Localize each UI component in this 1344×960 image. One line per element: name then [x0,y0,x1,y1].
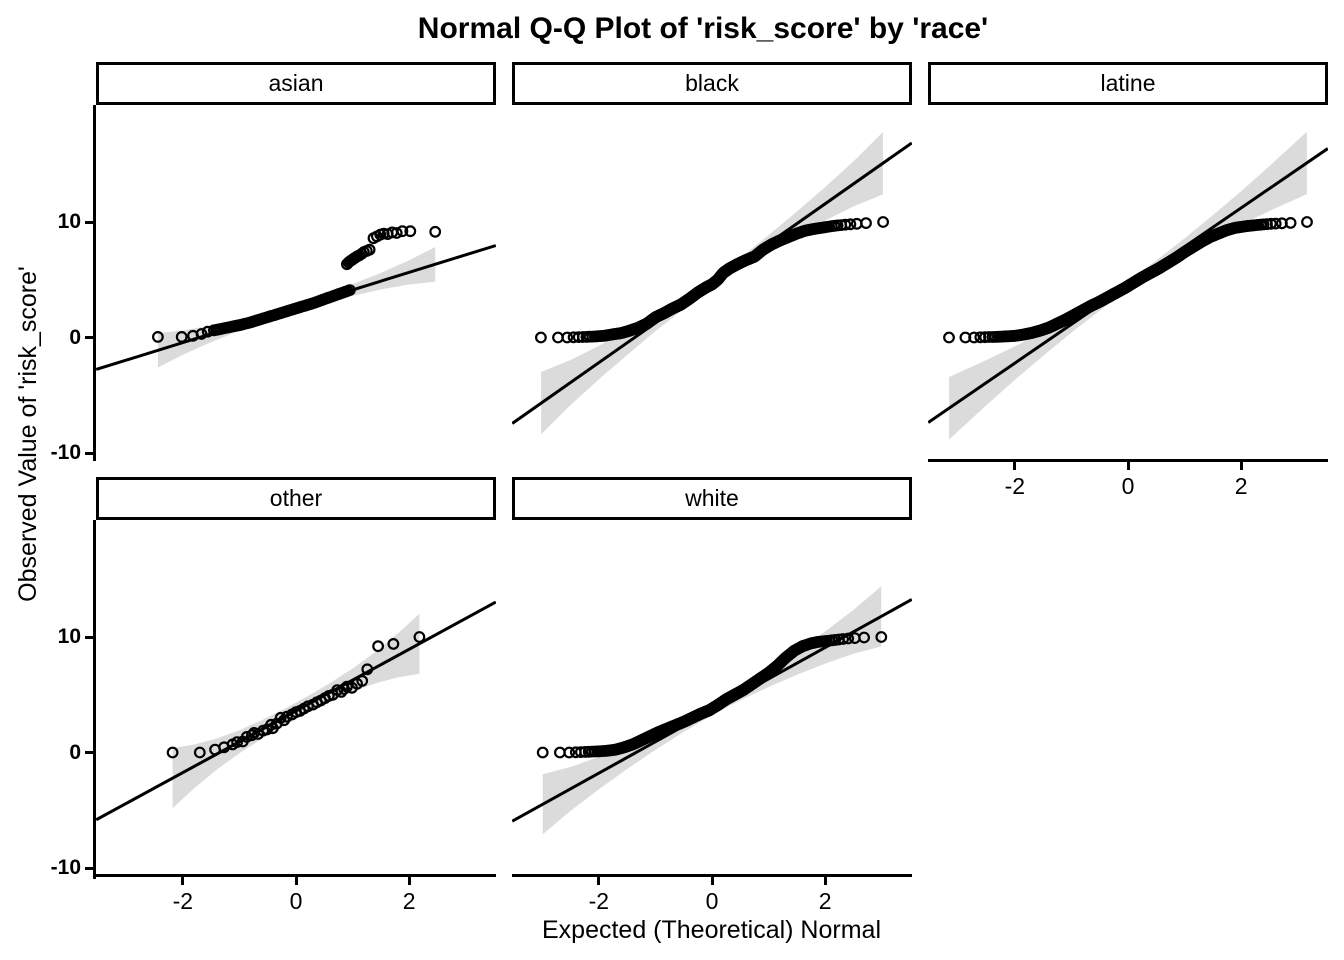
qq-point [968,331,980,344]
qq-point [193,746,206,759]
x-axis-title: Expected (Theoretical) Normal [541,916,881,944]
qq-point [561,331,574,344]
qq-point [404,225,417,238]
qq-point [877,216,890,228]
qq-point [413,631,426,643]
qq-point [166,746,179,759]
qq-point [231,736,244,749]
panel-asian [96,225,496,371]
qq-point [363,243,376,256]
y-tick-label: -10 [50,441,81,464]
panel-black [512,132,912,435]
y-tick [85,635,93,639]
x-axis-line [93,874,496,877]
qq-point [1265,217,1277,230]
qq-point [858,631,871,644]
y-tick [85,866,93,870]
panel-latine [928,131,1328,440]
qq-point [839,218,852,231]
x-axis-line [928,459,1328,462]
qq-point [844,218,857,231]
qq-point [534,331,547,344]
x-tick [181,877,185,885]
qq-point [837,633,850,645]
qq-point [343,284,356,297]
facet-strip-latine: latine [928,62,1328,105]
qq-point [429,225,442,238]
panel-white [512,586,912,835]
qq-point [372,640,385,653]
qq-point [574,746,587,759]
facet-strip-black: black [512,62,912,105]
y-tick-label: -10 [50,856,81,879]
qq-point [361,663,374,676]
qq-point [175,330,188,343]
qq-point [245,729,258,742]
qq-point [554,746,566,759]
qq-point [338,683,351,695]
x-tick-label: -2 [1004,473,1026,499]
x-tick [710,877,714,885]
y-axis-title: Observed Value of 'risk_score' [14,266,42,602]
facet-strip-white: white [512,477,912,520]
qq-point [396,225,409,238]
y-axis-line [93,520,96,879]
x-tick-label: 0 [705,888,719,914]
qq-point [860,217,872,229]
qq-point [563,746,576,759]
qq-point [356,674,369,687]
facet-strip-asian: asian [96,62,496,105]
y-tick-label: 0 [69,740,81,764]
x-tick [1013,462,1017,470]
strip-label: white [685,485,739,511]
qq-point [875,631,888,643]
strip-label: black [685,70,739,96]
qq-point [572,331,585,344]
x-tick [1126,462,1130,470]
y-tick [85,336,93,339]
strip-label: asian [268,70,324,96]
y-tick [85,751,93,754]
x-tick-label: 0 [1121,473,1135,499]
x-tick [407,877,411,885]
qq-point [340,680,353,693]
strip-label: latine [1100,70,1156,96]
qq-point [1269,217,1282,230]
qq-point [387,637,400,650]
x-tick [294,877,298,885]
y-tick [85,451,93,455]
y-axis-line [93,105,96,461]
qq-point [1301,216,1313,228]
qq-point [390,227,403,239]
qq-point [152,330,164,343]
x-tick [823,877,827,885]
strip-label: other [269,485,323,511]
x-tick-label: 0 [289,888,303,914]
x-tick [597,877,601,885]
qq-point [842,632,855,645]
y-tick-label: 10 [57,210,81,233]
x-tick-label: -2 [172,888,194,914]
qq-point [943,331,955,344]
x-tick-label: 2 [818,888,832,914]
facet-strip-other: other [96,477,496,520]
qq-point [195,328,208,340]
plot-title: Normal Q-Q Plot of 'risk_score' by 'race… [417,12,989,45]
x-axis-line [512,874,912,877]
qq-point [536,746,549,759]
x-tick [1239,462,1243,470]
panel-other [96,600,496,822]
x-tick-label: 2 [402,888,416,914]
y-tick-label: 10 [57,625,81,648]
y-tick [85,220,93,224]
x-tick-label: -2 [588,888,610,914]
y-tick-label: 0 [69,325,81,349]
x-tick-label: 2 [1234,473,1248,499]
qq-point [1284,216,1297,229]
